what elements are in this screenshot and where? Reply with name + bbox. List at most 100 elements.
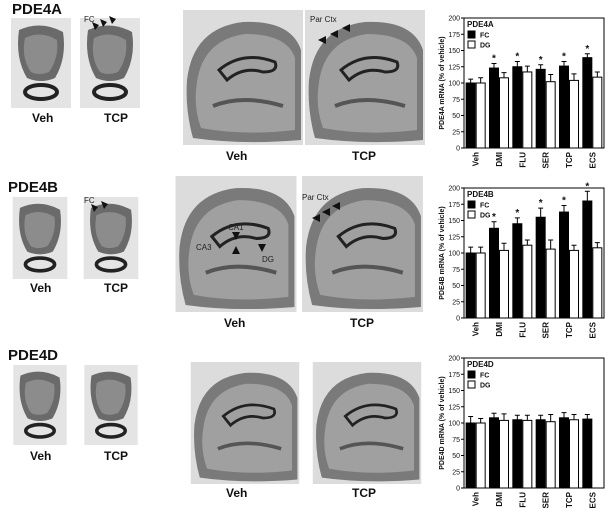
error-bar [571, 414, 577, 420]
x-tick-label: FLU [518, 322, 527, 338]
panel-title: PDE4D [8, 347, 58, 364]
bar [522, 419, 533, 489]
error-bar [594, 242, 600, 248]
image-label: Veh [226, 149, 247, 163]
bar [475, 252, 486, 319]
annotation: DG [262, 255, 274, 264]
error-bar [561, 61, 567, 67]
bar [592, 76, 603, 149]
bar [535, 419, 546, 489]
y-tick-label: 0 [456, 486, 460, 493]
legend-title: PDE4A [467, 20, 494, 29]
image-label: TCP [104, 111, 128, 125]
x-tick-label: ECS [588, 321, 597, 338]
bar [499, 419, 509, 489]
significance-marker: * [539, 55, 543, 66]
bar [545, 81, 556, 149]
image-label: Veh [32, 111, 53, 125]
y-axis-label: PDE4A mRNA (% of vehicle) [439, 36, 446, 129]
y-tick-label: 150 [448, 388, 460, 395]
bar [592, 247, 603, 319]
bar [499, 249, 509, 319]
error-bar [478, 77, 484, 83]
error-bar [491, 412, 497, 418]
bar [512, 66, 523, 149]
brain-section [176, 176, 297, 312]
x-tick-label: DMI [495, 322, 504, 337]
error-bar [538, 414, 544, 420]
error-bar [561, 205, 567, 213]
brain-section [84, 365, 137, 445]
panel-title: PDE4B [8, 179, 58, 196]
bar [465, 252, 476, 319]
legend-title: PDE4D [467, 360, 494, 369]
bar [545, 421, 556, 489]
bar [465, 82, 476, 149]
y-tick-label: 125 [448, 64, 460, 71]
y-tick-label: 125 [448, 404, 460, 411]
x-tick-label: ECS [588, 151, 597, 168]
panel-title: PDE4A [12, 1, 62, 18]
legend-label: DG [480, 383, 491, 390]
y-axis-label: PDE4B mRNA (% of vehicle) [439, 206, 446, 299]
image-label: TCP [352, 149, 376, 163]
error-bar [491, 63, 497, 69]
bar [569, 419, 579, 489]
bar [535, 68, 546, 149]
error-bar [548, 414, 554, 422]
x-tick-label: SER [542, 152, 551, 169]
image-label: Veh [30, 281, 51, 295]
bar [489, 417, 499, 489]
error-bar [548, 239, 554, 250]
x-tick-label: FLU [518, 492, 527, 508]
legend-title: PDE4B [467, 190, 494, 199]
y-tick-label: 200 [448, 186, 460, 193]
image-label: Veh [30, 449, 51, 463]
y-tick-label: 175 [448, 372, 460, 379]
x-tick-label: Veh [472, 492, 481, 506]
bar [582, 200, 593, 319]
significance-marker: * [492, 212, 496, 223]
bar [559, 65, 569, 149]
brain-section [11, 18, 71, 108]
error-bar [594, 71, 600, 78]
brain-section [183, 10, 303, 145]
x-tick-label: SER [542, 322, 551, 339]
error-bar [468, 78, 474, 83]
error-bar [524, 239, 530, 246]
brain-section [13, 365, 66, 445]
brain-section [13, 197, 68, 279]
bar [522, 244, 533, 319]
image-label: TCP [104, 449, 128, 463]
significance-marker: * [539, 198, 543, 209]
error-bar [524, 414, 530, 421]
annotation: FC [84, 196, 95, 205]
error-bar [571, 73, 577, 81]
brain-section [80, 18, 140, 108]
significance-marker: * [562, 52, 566, 63]
legend-swatch [467, 380, 476, 389]
legend-swatch [467, 370, 476, 379]
annotation: CA1 [228, 223, 244, 232]
y-tick-label: 200 [448, 16, 460, 23]
bar [535, 216, 546, 319]
error-bar [491, 221, 497, 229]
error-bar [501, 413, 507, 421]
bar [489, 227, 499, 319]
bar [489, 67, 499, 149]
annotation: CA3 [196, 243, 212, 252]
y-tick-label: 75 [452, 267, 460, 274]
bar [465, 422, 476, 489]
significance-marker: * [562, 196, 566, 207]
y-tick-label: 25 [452, 129, 460, 136]
significance-marker: * [515, 52, 519, 63]
error-bar [514, 217, 520, 224]
error-bar [478, 246, 484, 253]
x-tick-label: TCP [565, 321, 574, 338]
x-tick-label: ECS [588, 491, 597, 508]
image-label: Veh [226, 486, 247, 500]
error-bar [468, 246, 474, 253]
error-bar [584, 53, 590, 58]
legend-swatch [467, 40, 476, 49]
y-tick-label: 150 [448, 218, 460, 225]
